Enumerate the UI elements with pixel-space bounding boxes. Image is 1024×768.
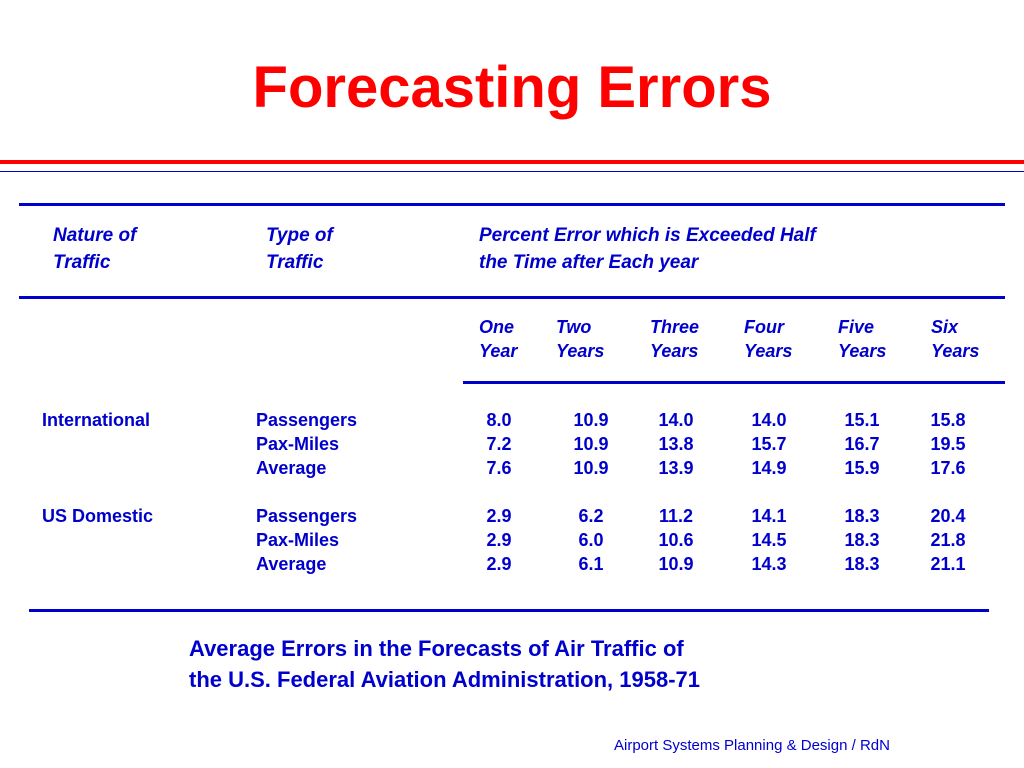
table-cell: 15.7 bbox=[751, 434, 787, 454]
table-cell: 11.2 bbox=[658, 506, 694, 526]
table-cell: 15.1 bbox=[844, 410, 880, 430]
table-cell: 21.1 bbox=[930, 554, 966, 574]
table-cell: 6.1 bbox=[578, 554, 604, 574]
year-header-3: Three Years bbox=[650, 315, 699, 363]
table-caption: Average Errors in the Forecasts of Air T… bbox=[189, 633, 700, 695]
table-cell: 10.9 bbox=[573, 410, 609, 430]
title-underline-red bbox=[0, 160, 1024, 164]
row-type: Pax-Miles bbox=[256, 530, 340, 550]
group-label-international: International bbox=[42, 410, 151, 430]
header-percent-error: Percent Error which is Exceeded Half the… bbox=[479, 222, 816, 276]
table-cell: 14.5 bbox=[751, 530, 787, 550]
year-header-1-line2: Year bbox=[479, 341, 518, 361]
header-type-line1: Type of bbox=[266, 225, 333, 246]
table-cell: 7.6 bbox=[486, 458, 512, 478]
group-label-us-domestic: US Domestic bbox=[42, 506, 154, 526]
row-type: Pax-Miles bbox=[256, 434, 340, 454]
table-cell: 20.4 bbox=[930, 506, 966, 526]
year-header-1-line1: One bbox=[479, 317, 515, 337]
table-cell: 14.1 bbox=[751, 506, 787, 526]
table-header-rule bbox=[19, 296, 1005, 299]
table-cell: 10.9 bbox=[573, 458, 609, 478]
year-header-3-line1: Three bbox=[650, 317, 700, 337]
table-cell: 10.6 bbox=[658, 530, 694, 550]
table-cell: 18.3 bbox=[844, 506, 880, 526]
row-type: Passengers bbox=[256, 410, 358, 430]
header-percent-line1: Percent Error which is Exceeded Half bbox=[479, 225, 816, 246]
year-header-4-line2: Years bbox=[744, 341, 793, 361]
table-cell: 19.5 bbox=[930, 434, 966, 454]
year-header-1: One Year bbox=[479, 315, 517, 363]
year-header-6-line1: Six bbox=[931, 317, 959, 337]
year-header-5-line2: Years bbox=[838, 341, 887, 361]
year-header-4-line1: Four bbox=[744, 317, 784, 337]
table-cell: 16.7 bbox=[844, 434, 880, 454]
row-type: Average bbox=[256, 458, 327, 478]
year-header-5-line1: Five bbox=[838, 317, 875, 337]
caption-line2: the U.S. Federal Aviation Administration… bbox=[189, 667, 701, 692]
table-cell: 13.9 bbox=[658, 458, 694, 478]
years-header-rule bbox=[463, 381, 1005, 384]
header-percent-line2: the Time after Each year bbox=[479, 252, 699, 273]
slide-footer: Airport Systems Planning & Design / RdN bbox=[614, 737, 890, 754]
table-cell: 2.9 bbox=[486, 530, 512, 550]
table-cell: 6.0 bbox=[578, 530, 604, 550]
header-nature-line2: Traffic bbox=[53, 252, 111, 273]
table-cell: 2.9 bbox=[486, 554, 512, 574]
title-underline-blue bbox=[0, 171, 1024, 172]
table-cell: 10.9 bbox=[658, 554, 694, 574]
header-type: Type of Traffic bbox=[266, 222, 333, 276]
table-top-rule bbox=[19, 203, 1005, 206]
table-cell: 18.3 bbox=[844, 530, 880, 550]
table-cell: 7.2 bbox=[486, 434, 512, 454]
table-cell: 17.6 bbox=[930, 458, 966, 478]
table-cell: 14.3 bbox=[751, 554, 787, 574]
year-header-6-line2: Years bbox=[931, 341, 980, 361]
table-cell: 14.9 bbox=[751, 458, 787, 478]
table-cell: 6.2 bbox=[578, 506, 604, 526]
slide-title: Forecasting Errors bbox=[252, 55, 772, 120]
table-cell: 13.8 bbox=[658, 434, 694, 454]
year-header-6: Six Years bbox=[931, 315, 979, 363]
year-header-2-line2: Years bbox=[556, 341, 605, 361]
header-nature: Nature of Traffic bbox=[53, 222, 136, 276]
caption-line1: Average Errors in the Forecasts of Air T… bbox=[189, 636, 684, 661]
table-cell: 15.9 bbox=[844, 458, 880, 478]
row-type: Passengers bbox=[256, 506, 358, 526]
year-header-2-line1: Two bbox=[556, 317, 592, 337]
table-cell: 14.0 bbox=[751, 410, 787, 430]
table-bottom-rule bbox=[29, 609, 989, 612]
year-header-5: Five Years bbox=[838, 315, 886, 363]
table-cell: 18.3 bbox=[844, 554, 880, 574]
year-header-4: Four Years bbox=[744, 315, 792, 363]
table-cell: 15.8 bbox=[930, 410, 966, 430]
table-cell: 10.9 bbox=[573, 434, 609, 454]
year-header-2: Two Years bbox=[556, 315, 604, 363]
table-cell: 8.0 bbox=[486, 410, 512, 430]
header-nature-line1: Nature of bbox=[53, 225, 137, 246]
year-header-3-line2: Years bbox=[650, 341, 699, 361]
row-type: Average bbox=[256, 554, 327, 574]
table-cell: 2.9 bbox=[486, 506, 512, 526]
header-type-line2: Traffic bbox=[266, 252, 324, 273]
table-cell: 21.8 bbox=[930, 530, 966, 550]
table-cell: 14.0 bbox=[658, 410, 694, 430]
